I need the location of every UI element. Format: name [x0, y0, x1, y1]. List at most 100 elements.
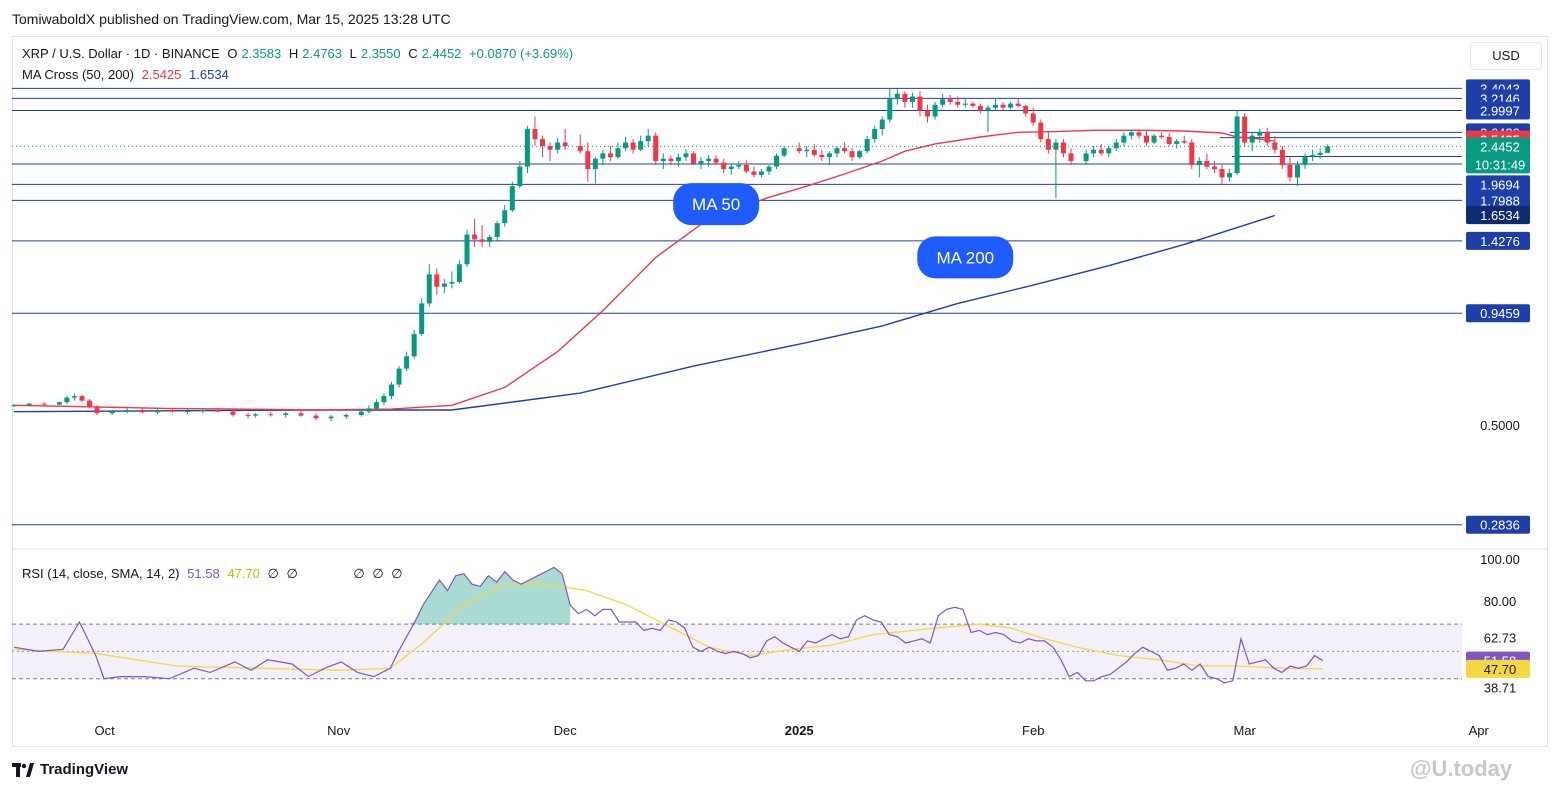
candle-body	[864, 139, 870, 152]
candle-body	[1287, 164, 1293, 178]
candle	[577, 134, 583, 154]
candle-body	[200, 410, 206, 412]
candle	[154, 409, 160, 415]
open-value: 2.3583	[241, 46, 282, 61]
candle-body	[532, 129, 538, 140]
candle	[925, 104, 931, 123]
candle	[1272, 135, 1278, 154]
rsi-line	[13, 566, 1324, 684]
candle-body	[366, 408, 372, 412]
candle-body	[985, 107, 991, 111]
candle	[894, 88, 900, 105]
candle-body	[970, 103, 976, 106]
candle-body	[660, 158, 666, 162]
candle-body	[170, 410, 176, 412]
chart-frame	[12, 36, 1548, 747]
candle	[1257, 129, 1263, 143]
ma-legend: MA Cross (50, 200) 2.5425 1.6534	[22, 67, 233, 82]
candle-body	[343, 414, 349, 417]
candle	[71, 393, 77, 401]
candle	[253, 413, 259, 418]
candle-body	[1227, 173, 1233, 178]
rsi-extra-1: ∅	[267, 566, 279, 581]
candle	[962, 99, 968, 108]
high-value: 2.4763	[302, 46, 342, 61]
candle	[917, 91, 923, 117]
candle-body	[404, 356, 410, 369]
candle-body	[1136, 132, 1142, 136]
candle	[419, 298, 425, 337]
candle	[1091, 146, 1097, 158]
candle-body	[502, 210, 508, 224]
candle-body	[925, 110, 931, 117]
candle	[79, 394, 85, 403]
candle-body	[796, 148, 802, 152]
candle	[947, 94, 953, 105]
level-tag-text: 0.2836	[1480, 518, 1520, 533]
candle-body	[1204, 161, 1210, 167]
candle-body	[645, 135, 651, 142]
candle-body	[411, 334, 417, 357]
candle-body	[1060, 142, 1066, 154]
annotation-bg	[917, 236, 1014, 279]
candle	[804, 146, 810, 158]
candle-body	[79, 396, 85, 401]
currency-selector[interactable]: USD	[1470, 42, 1542, 70]
level-tag-text: 0.9459	[1480, 306, 1520, 321]
candle-body	[1279, 149, 1285, 165]
tradingview-icon	[12, 762, 34, 777]
candle-body	[139, 410, 145, 413]
candle	[426, 264, 432, 307]
candle-body	[638, 141, 644, 150]
candle-body	[698, 161, 704, 164]
level-tag: 1.9694	[1466, 175, 1530, 194]
countdown-tag-bg	[1466, 155, 1530, 174]
candle-body	[426, 274, 432, 304]
candle-body	[230, 411, 236, 415]
candle	[64, 396, 70, 404]
candle-body	[1015, 103, 1021, 106]
candle-body	[472, 234, 478, 240]
candle-body	[683, 153, 689, 158]
rsi-tick-label: 62.73	[1484, 630, 1517, 645]
candle	[26, 402, 32, 407]
candle-body	[94, 406, 100, 414]
candle	[849, 148, 855, 162]
candle-body	[887, 99, 893, 120]
candle	[842, 142, 847, 154]
candle	[713, 155, 719, 165]
candle-body	[932, 104, 938, 117]
candle-body	[577, 146, 583, 152]
candle	[1151, 134, 1157, 144]
level-tag: 2.9997	[1466, 101, 1530, 120]
level-tag-text: 2.9997	[1480, 104, 1520, 119]
candle	[1030, 107, 1036, 126]
ma200-value: 1.6534	[189, 67, 229, 82]
candle-body	[675, 157, 681, 162]
last-price-tag: 2.4452	[1466, 137, 1530, 156]
candle	[736, 161, 742, 170]
candle-body	[1310, 154, 1316, 158]
level-tag-bg	[1466, 175, 1530, 194]
candle-body	[736, 164, 742, 167]
candle	[1234, 110, 1240, 175]
candle-body	[993, 104, 998, 108]
candle	[540, 135, 545, 158]
candle-body	[87, 400, 92, 407]
candle-body	[894, 93, 900, 100]
candle-body	[909, 96, 915, 102]
close-value: 2.4452	[421, 46, 462, 61]
candle-body	[11, 405, 17, 407]
x-tick-label: Mar	[1233, 723, 1256, 738]
candle-body	[1000, 104, 1006, 108]
candle-body	[1302, 157, 1308, 165]
candle-body	[253, 414, 259, 416]
tradingview-logo[interactable]: TradingView	[12, 761, 128, 778]
candle-body	[373, 402, 379, 409]
candle	[547, 142, 553, 162]
candle-body	[555, 142, 561, 150]
candle-body	[1151, 135, 1157, 143]
candle	[1317, 148, 1323, 159]
candle	[781, 146, 787, 158]
